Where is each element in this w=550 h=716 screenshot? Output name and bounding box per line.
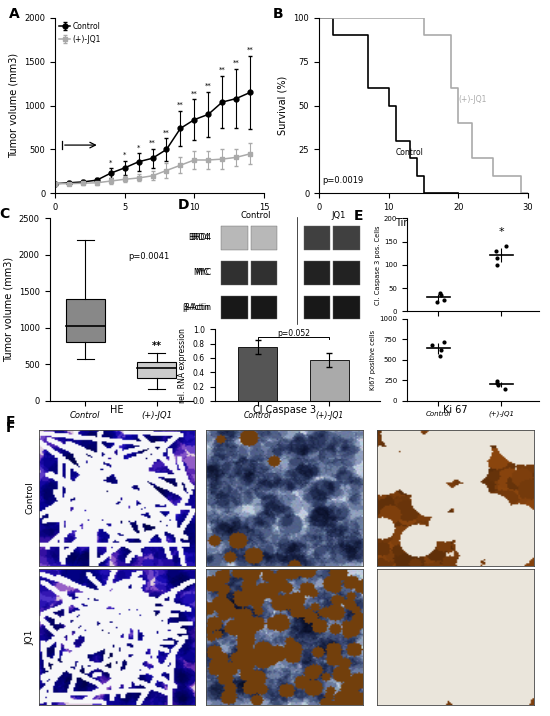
Point [502,241,510,252]
Legend: Control, (+)-JQ1: Control, (+)-JQ1 [59,21,101,44]
Point [439,294,448,306]
Text: B: B [273,7,284,21]
Y-axis label: Ki67 positive cells: Ki67 positive cells [371,330,377,390]
Point [432,296,441,308]
Y-axis label: Cl. Caspase 3 pos. Cells: Cl. Caspase 3 pos. Cells [375,225,381,305]
Text: β-Actin: β-Actin [184,303,211,312]
X-axis label: Time (days): Time (days) [395,218,452,228]
Text: Control: Control [26,481,35,514]
Bar [238,347,277,401]
Text: MYC: MYC [195,268,211,277]
Bar [333,296,360,319]
Text: **: ** [247,47,254,53]
Text: C: C [0,208,10,221]
Point [437,289,446,301]
Text: *: * [137,145,140,150]
Bar [251,261,277,284]
Bar [251,226,277,250]
Point [493,252,502,263]
Text: *: * [109,159,112,165]
Text: Control: Control [240,211,271,220]
Point [493,377,502,389]
Text: JQ1: JQ1 [331,211,345,220]
Point [440,336,449,347]
Y-axis label: rel. RNA expression: rel. RNA expression [178,328,187,402]
Text: BRD4: BRD4 [188,233,210,242]
Bar [333,261,360,284]
Text: **: ** [149,140,156,146]
Y-axis label: Survival (%): Survival (%) [278,76,288,135]
Bar [221,226,248,250]
Bar [137,362,177,378]
Bar [304,296,330,319]
Bar [333,226,360,250]
Text: A: A [9,7,20,21]
Text: *: * [123,153,126,158]
Text: JQ1: JQ1 [26,629,35,645]
Text: p=0.0041: p=0.0041 [128,251,169,261]
Bar [310,360,349,401]
Text: **: ** [191,91,197,97]
Text: D: D [178,198,190,212]
Point [428,339,437,351]
Bar [221,261,248,284]
Point [437,344,446,356]
Bar [304,226,330,250]
Text: HE: HE [110,405,124,415]
X-axis label: Time (days): Time (days) [131,218,188,228]
Text: F: F [6,421,15,435]
Y-axis label: Tumor volume (mm3): Tumor volume (mm3) [3,257,13,362]
Text: β-Actin: β-Actin [183,303,210,312]
Point [435,287,444,299]
Bar [304,261,330,284]
Text: BRD4: BRD4 [190,233,211,242]
Bar [251,296,277,319]
Text: (+)-JQ1: (+)-JQ1 [458,95,487,104]
Bar [221,296,248,319]
Text: **: ** [163,130,170,135]
Bar [65,299,105,342]
Text: *: * [498,227,504,237]
Point [493,375,502,387]
Text: MYC: MYC [194,268,210,277]
Text: p=0.052: p=0.052 [277,329,310,338]
Text: **: ** [205,83,212,89]
Point [501,383,510,395]
Text: **: ** [219,67,225,73]
Point [493,379,502,391]
Point [491,245,500,257]
Text: **: ** [152,341,162,351]
Text: **: ** [233,60,239,66]
Text: Cl Caspase 3: Cl Caspase 3 [253,405,316,415]
Point [435,351,444,362]
Text: **: ** [177,102,184,108]
Point [493,259,502,271]
Text: F: F [6,415,15,430]
Text: Ki 67: Ki 67 [443,405,467,415]
Text: p=0.0019: p=0.0019 [322,176,364,185]
Text: Control: Control [395,147,424,157]
Y-axis label: Tumor volume (mm3): Tumor volume (mm3) [9,53,19,158]
Text: E: E [354,209,364,223]
